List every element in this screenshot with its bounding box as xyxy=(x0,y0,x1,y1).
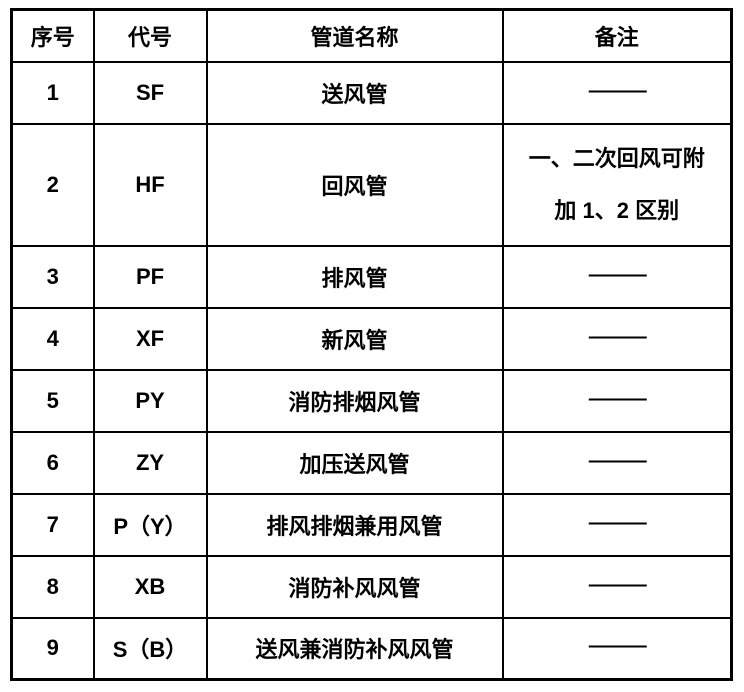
table-row: 2 HF 回风管 一、二次回风可附 加 1、2 区别 xyxy=(10,122,733,247)
cell-code: XF xyxy=(92,306,208,371)
table-row: 3 PF 排风管 —— xyxy=(10,244,733,309)
dash-placeholder: —— xyxy=(588,442,647,476)
cell-pipe-name: 回风管 xyxy=(205,122,504,247)
cell-pipe-name: 送风兼消防补风风管 xyxy=(205,616,504,681)
dash-placeholder: —— xyxy=(588,504,647,538)
cell-remark: —— xyxy=(501,368,733,433)
cell-remark: —— xyxy=(501,492,733,557)
cell-code: HF xyxy=(92,122,208,247)
cell-code: XB xyxy=(92,554,208,619)
cell-code: ZY xyxy=(92,430,208,495)
header-remark: 备注 xyxy=(501,8,733,63)
dash-placeholder: —— xyxy=(588,628,647,662)
cell-remark: —— xyxy=(501,306,733,371)
cell-code: PY xyxy=(92,368,208,433)
cell-pipe-name: 新风管 xyxy=(205,306,504,371)
cell-code: P（Y） xyxy=(92,492,208,557)
dash-placeholder: —— xyxy=(588,256,647,290)
table-row: 6 ZY 加压送风管 —— xyxy=(10,430,733,495)
cell-serial-number: 7 xyxy=(10,492,95,557)
cell-remark: —— xyxy=(501,430,733,495)
remark-text: 一、二次回风可附 加 1、2 区别 xyxy=(505,145,730,223)
table-row: 4 XF 新风管 —— xyxy=(10,306,733,371)
cell-serial-number: 1 xyxy=(10,60,95,125)
header-serial-number: 序号 xyxy=(10,8,95,63)
cell-remark: —— xyxy=(501,244,733,309)
cell-code: PF xyxy=(92,244,208,309)
cell-code: S（B） xyxy=(92,616,208,681)
header-pipe-name: 管道名称 xyxy=(205,8,504,63)
cell-serial-number: 4 xyxy=(10,306,95,371)
cell-pipe-name: 消防排烟风管 xyxy=(205,368,504,433)
cell-serial-number: 8 xyxy=(10,554,95,619)
table-header-row: 序号 代号 管道名称 备注 xyxy=(10,8,733,63)
dash-placeholder: —— xyxy=(588,318,647,352)
table-row: 7 P（Y） 排风排烟兼用风管 —— xyxy=(10,492,733,557)
cell-pipe-name: 消防补风风管 xyxy=(205,554,504,619)
cell-serial-number: 3 xyxy=(10,244,95,309)
cell-code: SF xyxy=(92,60,208,125)
remark-line-1: 一、二次回风可附 xyxy=(528,145,705,171)
cell-remark: —— xyxy=(501,616,733,681)
remark-line-2: 加 1、2 区别 xyxy=(554,197,680,223)
cell-serial-number: 2 xyxy=(10,122,95,247)
cell-pipe-name: 排风排烟兼用风管 xyxy=(205,492,504,557)
pipe-legend-table: 序号 代号 管道名称 备注 1 SF 送风管 —— 2 HF 回风管 一、二次回… xyxy=(10,8,733,681)
dash-placeholder: —— xyxy=(588,566,647,600)
table-row: 1 SF 送风管 —— xyxy=(10,60,733,125)
dash-placeholder: —— xyxy=(588,380,647,414)
cell-serial-number: 5 xyxy=(10,368,95,433)
cell-remark: 一、二次回风可附 加 1、2 区别 xyxy=(501,122,733,247)
cell-pipe-name: 排风管 xyxy=(205,244,504,309)
header-code: 代号 xyxy=(92,8,208,63)
dash-placeholder: —— xyxy=(588,72,647,106)
table-row: 9 S（B） 送风兼消防补风风管 —— xyxy=(10,616,733,681)
cell-pipe-name: 送风管 xyxy=(205,60,504,125)
cell-pipe-name: 加压送风管 xyxy=(205,430,504,495)
table-row: 5 PY 消防排烟风管 —— xyxy=(10,368,733,433)
cell-serial-number: 6 xyxy=(10,430,95,495)
cell-serial-number: 9 xyxy=(10,616,95,681)
table-row: 8 XB 消防补风风管 —— xyxy=(10,554,733,619)
cell-remark: —— xyxy=(501,554,733,619)
cell-remark: —— xyxy=(501,60,733,125)
